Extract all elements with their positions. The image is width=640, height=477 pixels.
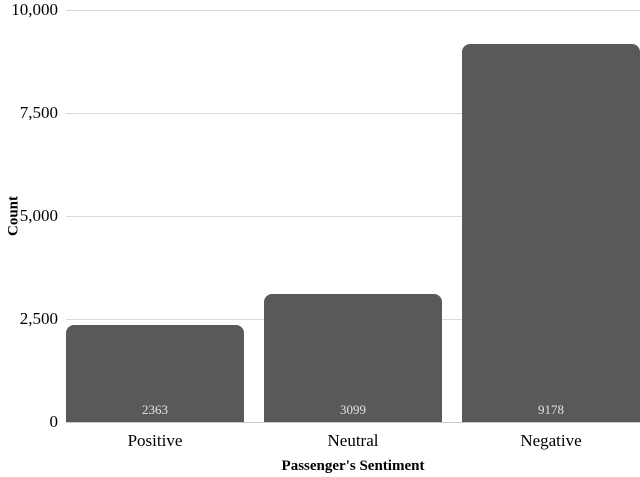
bars: 2363 3099 9178 [66,10,640,422]
gridline [66,10,640,11]
bar-neutral: 3099 [264,294,442,422]
x-tick-label: Positive [127,431,183,450]
y-tick-label: 2,500 [19,309,58,328]
gridline [66,113,640,114]
bar-positive: 2363 [66,324,244,422]
bar-value-label: 3099 [340,402,366,417]
gridline [66,216,640,217]
y-tick-label: 0 [49,412,59,431]
bar-value-label: 2363 [142,402,168,417]
plot-area: 2363 3099 9178 [66,10,640,423]
x-axis-title: Passenger's Sentiment [281,458,425,474]
y-tick-label: 5,000 [19,206,58,225]
y-tick-label: 10,000 [11,0,58,19]
bar-negative: 9178 [462,43,640,422]
bar-value-label: 9178 [538,402,564,417]
x-tick-label: Neutral [327,431,379,450]
y-tick-label: 7,500 [19,103,58,122]
x-tick-label: Negative [520,431,582,450]
